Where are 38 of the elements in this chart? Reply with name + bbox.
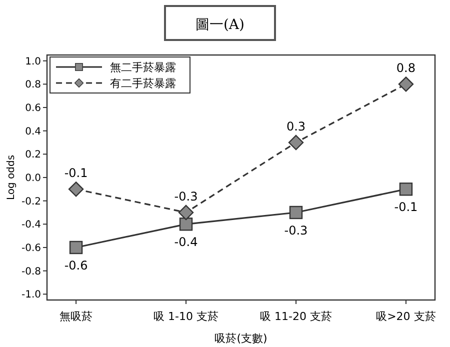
- x-tick-label: 吸 1-10 支菸: [154, 310, 218, 323]
- point: [398, 76, 414, 92]
- legend-label: 有二手菸暴露: [110, 77, 176, 90]
- x-axis-title: 吸菸(支數): [214, 332, 268, 345]
- point: [399, 182, 413, 196]
- data-label: 0.8: [396, 61, 416, 76]
- y-tick-label: 0.6: [25, 103, 41, 114]
- y-tick-label: -0.4: [21, 220, 41, 231]
- data-label: -0.3: [174, 190, 198, 204]
- data-label: -0.4: [174, 235, 198, 250]
- data-label: -0.1: [64, 166, 88, 180]
- x-tick-label: 吸>20 支菸: [376, 310, 436, 323]
- legend-item: 有二手菸暴露: [56, 77, 176, 90]
- y-axis-title: Log odds: [6, 154, 17, 200]
- point: [289, 206, 303, 220]
- y-tick-label: -1.0: [21, 290, 41, 301]
- point: [68, 182, 84, 197]
- data-label: -0.3: [284, 224, 308, 238]
- y-tick-label: -0.6: [21, 243, 41, 254]
- y-tick-label: 0.0: [25, 173, 41, 184]
- data-label: -0.6: [64, 258, 88, 272]
- point: [178, 204, 194, 220]
- legend-label: 無二手菸暴露: [110, 61, 176, 74]
- x-tick-label: 吸 11-20 支菸: [260, 310, 332, 323]
- data-label: -0.1: [394, 200, 418, 214]
- point: [179, 218, 193, 231]
- y-tick-label: 1.0: [25, 56, 41, 68]
- point: [69, 240, 83, 254]
- y-tick-label: -0.8: [21, 266, 41, 278]
- y-tick-label: -0.2: [21, 196, 41, 208]
- y-tick-label: 0.2: [25, 150, 41, 161]
- point: [288, 134, 304, 150]
- y-tick-label: 0.8: [25, 80, 41, 91]
- x-tick-label: 無吸菸: [60, 310, 93, 323]
- legend-item: 無二手菸暴露: [56, 61, 176, 74]
- y-tick-label: 0.4: [25, 126, 41, 138]
- chart-title: 圖一(A): [195, 17, 245, 33]
- data-label: 0.3: [286, 120, 306, 134]
